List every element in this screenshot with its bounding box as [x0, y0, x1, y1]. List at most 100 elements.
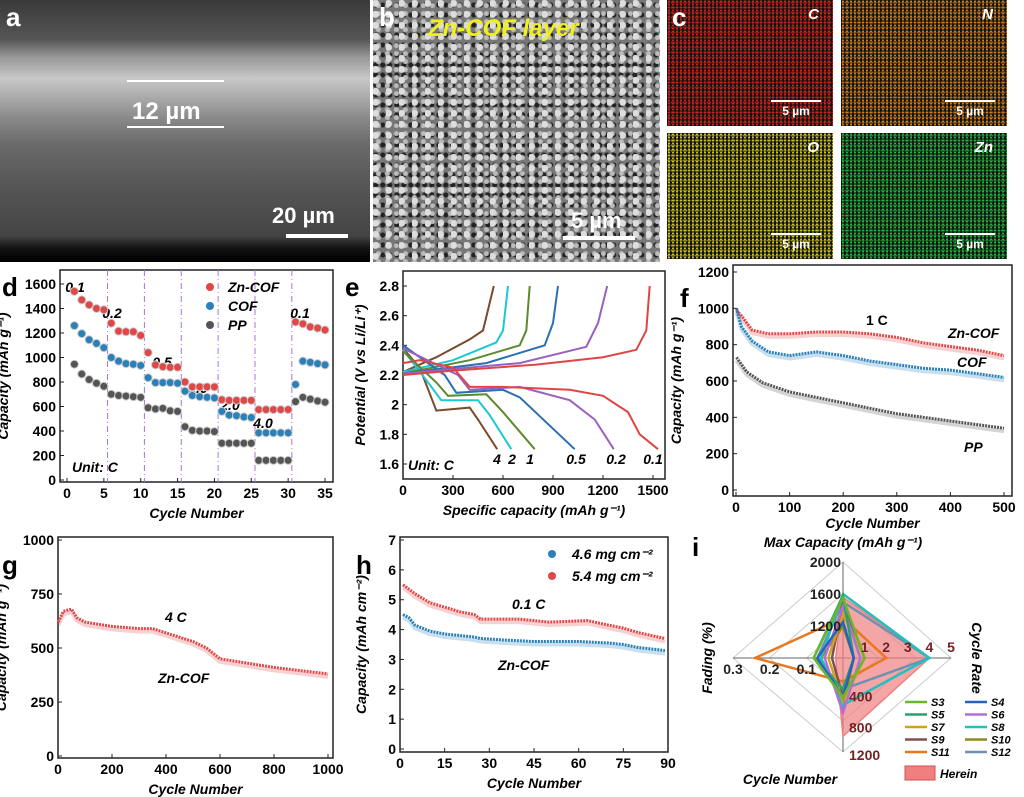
unit-annotation: Unit: C [408, 457, 455, 473]
data-point-zn-cof [136, 330, 146, 340]
chart-f: 0 100 200 300 400 500 0 200 400 600 800 1000 1200 Cyc… [668, 264, 1016, 531]
radar-series-s7 [827, 610, 866, 705]
radar-tick-label: 1200 [810, 618, 841, 634]
x-axis-label: Cycle Number [149, 505, 245, 521]
charge-curve [402, 285, 651, 376]
y-tick-label: 800 [33, 374, 57, 390]
legend-label: Herein [940, 767, 977, 781]
y-tick-label: 3 [388, 651, 396, 667]
rate-annotation: 1 C [866, 312, 888, 328]
y-axis-label: Capacity (mAh cm⁻²) [353, 575, 369, 714]
data-point-cof [69, 321, 79, 331]
rate-label: 1 [526, 451, 534, 467]
radar-tick-label: 2000 [810, 554, 841, 570]
charge-curve [402, 285, 509, 373]
legend-marker [548, 550, 556, 558]
series-zn-cof [56, 607, 329, 676]
data-point-pp [77, 369, 87, 379]
data-point-zn-cof [114, 326, 124, 336]
rate-label: 0.2 [606, 451, 626, 467]
data-point-pp [136, 392, 146, 402]
x-tick-label: 20 [207, 485, 223, 501]
series-label: PP [964, 439, 983, 455]
data-point-cof [121, 359, 131, 369]
rate-annotation: 0.1 C [512, 596, 546, 612]
y-tick-label: 1600 [25, 276, 56, 292]
data-point-cof [99, 343, 109, 353]
chart-i: i 1200 1600 2000 1 2 3 4 5 400 800 1200 0.1 0.2 0.3 Max… [692, 532, 1011, 787]
x-tick-label: 0 [396, 755, 404, 771]
scale-bar-label: 20 µm [272, 203, 335, 228]
y-tick-label: 1000 [23, 532, 54, 548]
y-axis-label: Capacity (mAh g⁻¹) [668, 317, 684, 445]
data-point-pp [291, 397, 301, 407]
eds-map-n: N 5 µm [841, 0, 1007, 126]
data-point-pp [298, 392, 308, 402]
data-point-zn-cof [261, 405, 271, 415]
y-tick-label: 2.8 [380, 278, 400, 294]
legend-label: S11 [931, 747, 950, 759]
legend-label: COF [228, 298, 258, 314]
chart-d: 0 5 10 15 20 25 30 35 0 200 400 600 800 1000 1200 1400 1… [0, 269, 334, 521]
data-point-zn-cof [217, 395, 227, 405]
data-point-pp [232, 438, 242, 448]
data-point-pp [202, 426, 212, 436]
legend-label: S3 [931, 697, 944, 709]
data-point-zn-cof [143, 348, 153, 358]
y-tick-label: 2 [388, 681, 396, 697]
data-point-cof [84, 335, 94, 345]
radar-tick-label: 1600 [810, 586, 841, 602]
x-tick-label: 90 [660, 755, 676, 771]
x-tick-label: 1000 [312, 761, 343, 777]
x-tick-label: 15 [170, 485, 186, 501]
data-point-cof [298, 356, 308, 366]
data-point-zn-cof [239, 395, 249, 405]
x-tick-label: 500 [992, 499, 1016, 515]
scale-bar [945, 100, 995, 102]
data-point-pp [187, 425, 197, 435]
panel-label-a: a [6, 2, 21, 32]
scale-bar [771, 100, 821, 102]
data-point-cof [291, 379, 301, 389]
data-point-zn-cof [298, 319, 308, 329]
data-point-zn-cof [69, 286, 79, 296]
radar-tick-label: 800 [849, 720, 873, 736]
series-label: COF [957, 354, 987, 370]
data-point-pp [209, 427, 219, 437]
thickness-marker-top [127, 80, 224, 82]
data-point-zn-cof [209, 382, 219, 392]
panel-label-c: c [672, 2, 687, 32]
scale-bar-label: 5 µm [571, 208, 622, 233]
radar-tick-label: 3 [904, 639, 912, 655]
series-line [402, 583, 666, 640]
data-point-zn-cof [313, 323, 323, 333]
y-tick-label: 400 [33, 423, 57, 439]
x-tick-label: 1200 [587, 482, 618, 498]
radar-series-s11 [751, 616, 889, 683]
radar-tick-label: 0.3 [723, 661, 743, 677]
y-tick-label: 1200 [698, 264, 729, 280]
data-point-cof [165, 378, 175, 388]
element-label: Zn [974, 139, 993, 156]
data-point-cof [202, 392, 212, 402]
data-point-pp [84, 375, 94, 385]
series-zn-cof-shadow [735, 311, 1005, 361]
data-point-zn-cof [268, 405, 278, 415]
y-axis-label: Potential (V vs Li/Li⁺) [352, 304, 368, 446]
panel-label-d: d [2, 272, 18, 302]
x-tick-label: 400 [939, 499, 963, 515]
unit-annotation: Unit: C [72, 459, 119, 475]
data-point-cof [217, 406, 227, 416]
data-point-pp [320, 397, 330, 407]
radar-tick-label: 5 [947, 639, 955, 655]
chart-e: 0 300 600 900 1200 1500 1.6 1.8 2 2.2 2.4 2.6 2.8 Spe… [345, 270, 669, 518]
data-point-pp [143, 403, 153, 413]
x-tick-label: 300 [441, 482, 465, 498]
radar-tick-label: 1200 [849, 747, 880, 763]
series-line-shadow [402, 615, 666, 656]
x-tick-label: 0 [399, 482, 407, 498]
panel-label-b: b [379, 2, 395, 32]
data-point-cof [143, 373, 153, 383]
y-tick-label: 1000 [698, 300, 729, 316]
radar-tick-label: 2 [882, 639, 890, 655]
